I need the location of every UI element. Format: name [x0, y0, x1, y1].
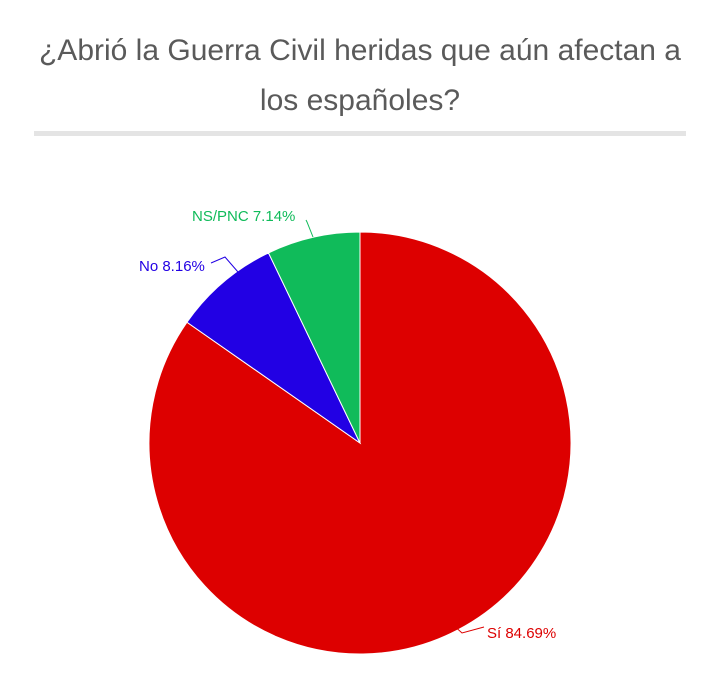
- pie-slice-no: [186, 252, 362, 445]
- leader-line: [450, 622, 485, 634]
- chart-title: ¿Abrió la Guerra Civil heridas que aún a…: [38, 34, 681, 117]
- leader-line: [210, 256, 239, 273]
- title-divider: [34, 131, 686, 136]
- slice-label: Sí 84.69%: [487, 625, 556, 642]
- leader-line: [305, 219, 314, 238]
- pie-slice-ns-pnc: [267, 231, 361, 444]
- slice-label: No 8.16%: [139, 258, 205, 275]
- slice-label: NS/PNC 7.14%: [192, 208, 295, 225]
